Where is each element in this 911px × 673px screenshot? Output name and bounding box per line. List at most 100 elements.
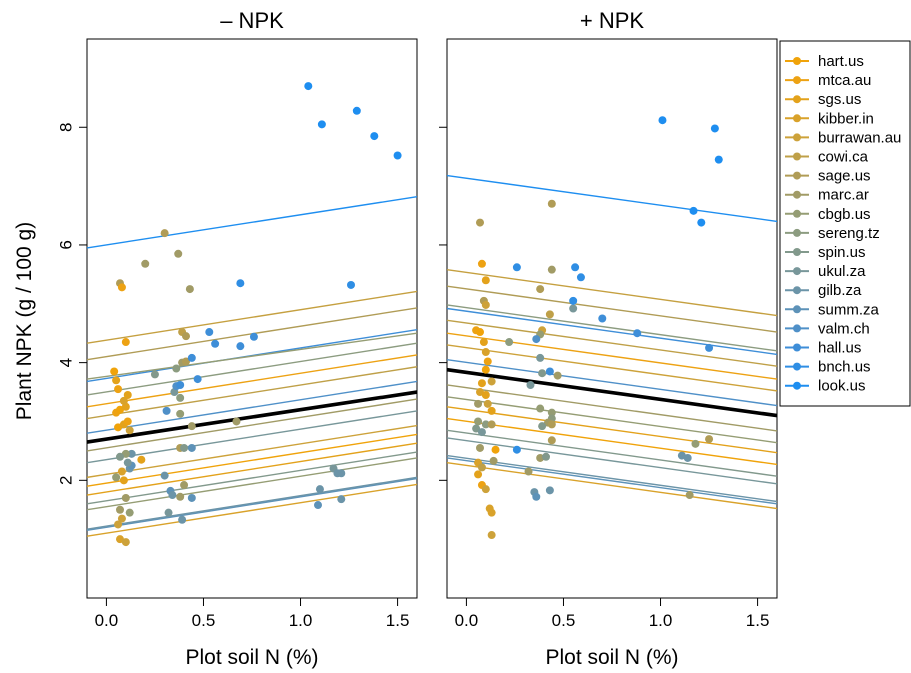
legend: hart.us mtca.au sgs.us kibber.in burrawan.au… bbox=[779, 40, 911, 407]
data-point bbox=[193, 375, 202, 384]
plot-frame bbox=[446, 38, 778, 599]
site-regression-line bbox=[446, 406, 778, 454]
data-point bbox=[315, 485, 324, 494]
data-point bbox=[117, 514, 126, 523]
legend-label: hall.us bbox=[818, 340, 861, 357]
data-point bbox=[123, 390, 132, 399]
data-point bbox=[314, 501, 322, 510]
site-regression-line bbox=[86, 433, 418, 487]
data-point bbox=[487, 406, 496, 415]
legend-label: valm.ch bbox=[818, 320, 870, 337]
data-point bbox=[187, 353, 196, 362]
legend-label: sage.us bbox=[818, 168, 871, 185]
data-point bbox=[176, 409, 185, 418]
data-point bbox=[474, 417, 483, 426]
data-point bbox=[116, 452, 124, 461]
site-regression-line bbox=[446, 304, 778, 352]
data-point bbox=[119, 396, 128, 405]
data-point bbox=[337, 469, 346, 478]
data-point bbox=[532, 335, 541, 344]
data-point bbox=[337, 495, 346, 504]
site-regression-line bbox=[86, 290, 418, 344]
data-point bbox=[487, 531, 496, 540]
legend-marker bbox=[793, 343, 801, 352]
data-point bbox=[347, 280, 355, 289]
data-point bbox=[483, 357, 492, 366]
data-point bbox=[547, 436, 556, 445]
data-point bbox=[112, 473, 121, 482]
data-point bbox=[479, 338, 488, 347]
site-regression-line bbox=[446, 268, 778, 317]
site-regression-line bbox=[86, 366, 418, 420]
data-point bbox=[633, 329, 642, 338]
data-point bbox=[481, 390, 490, 399]
data-point bbox=[545, 367, 554, 376]
data-point bbox=[117, 467, 126, 476]
data-point bbox=[547, 420, 556, 429]
site-regression-line bbox=[446, 461, 778, 510]
data-point bbox=[538, 369, 547, 378]
site-regression-line bbox=[446, 174, 778, 223]
legend-label: bnch.us bbox=[818, 359, 871, 376]
data-point bbox=[536, 404, 545, 413]
y-tick-label: 4 bbox=[56, 358, 75, 367]
data-point bbox=[117, 283, 126, 292]
data-point bbox=[536, 353, 545, 362]
legend-marker bbox=[793, 133, 801, 142]
data-point bbox=[477, 463, 486, 472]
data-point bbox=[123, 458, 132, 467]
data-point bbox=[236, 342, 245, 351]
data-point bbox=[547, 265, 556, 274]
data-point bbox=[474, 399, 483, 408]
site-regression-line bbox=[86, 398, 418, 452]
data-point bbox=[481, 365, 490, 374]
data-point bbox=[232, 417, 241, 426]
panel-minus-npk: – NPK 0.0 0.5 1.0 1.5 Plot soil N (%) 2 4 6 8 bbox=[56, 8, 418, 669]
legend-label: sereng.tz bbox=[818, 225, 880, 242]
data-point bbox=[481, 300, 490, 309]
data-point bbox=[487, 508, 496, 517]
x-tick-label: 0.5 bbox=[192, 611, 216, 630]
legend-marker bbox=[793, 114, 801, 123]
plot-frame bbox=[86, 38, 418, 599]
legend-label: ukul.za bbox=[818, 263, 866, 280]
site-regression-line bbox=[446, 307, 778, 356]
data-point bbox=[547, 408, 556, 417]
site-regression-line bbox=[446, 396, 778, 444]
legend-label: kibber.in bbox=[818, 110, 874, 127]
data-point bbox=[476, 328, 484, 337]
legend-marker bbox=[793, 267, 801, 276]
data-point bbox=[119, 476, 128, 485]
data-point bbox=[683, 453, 692, 462]
site-regression-line bbox=[86, 442, 418, 496]
data-point bbox=[576, 273, 585, 282]
data-point bbox=[352, 106, 361, 115]
data-point bbox=[477, 428, 486, 437]
data-point bbox=[542, 452, 550, 461]
data-point bbox=[211, 339, 220, 348]
data-point bbox=[705, 435, 714, 444]
data-point bbox=[236, 279, 245, 288]
data-point bbox=[658, 116, 667, 125]
x-tick-label: 1.5 bbox=[746, 611, 770, 630]
data-point bbox=[526, 380, 535, 389]
data-point bbox=[205, 328, 214, 337]
data-point bbox=[112, 376, 121, 385]
legend-marker bbox=[793, 381, 801, 390]
site-regression-line bbox=[86, 380, 418, 434]
legend-label: sgs.us bbox=[818, 91, 861, 108]
data-point bbox=[569, 304, 578, 313]
data-point bbox=[180, 481, 189, 490]
data-point bbox=[187, 422, 196, 431]
legend-label: gilb.za bbox=[818, 282, 862, 299]
legend-marker bbox=[793, 209, 801, 218]
site-regression-line bbox=[86, 483, 418, 537]
legend-box bbox=[779, 40, 911, 407]
x-tick-label: 1.0 bbox=[289, 611, 313, 630]
site-regression-line bbox=[86, 476, 418, 530]
legend-marker bbox=[793, 190, 801, 199]
legend-marker bbox=[793, 305, 801, 314]
data-point bbox=[116, 505, 124, 514]
data-point bbox=[476, 218, 484, 227]
legend-label: marc.ar bbox=[818, 187, 869, 204]
